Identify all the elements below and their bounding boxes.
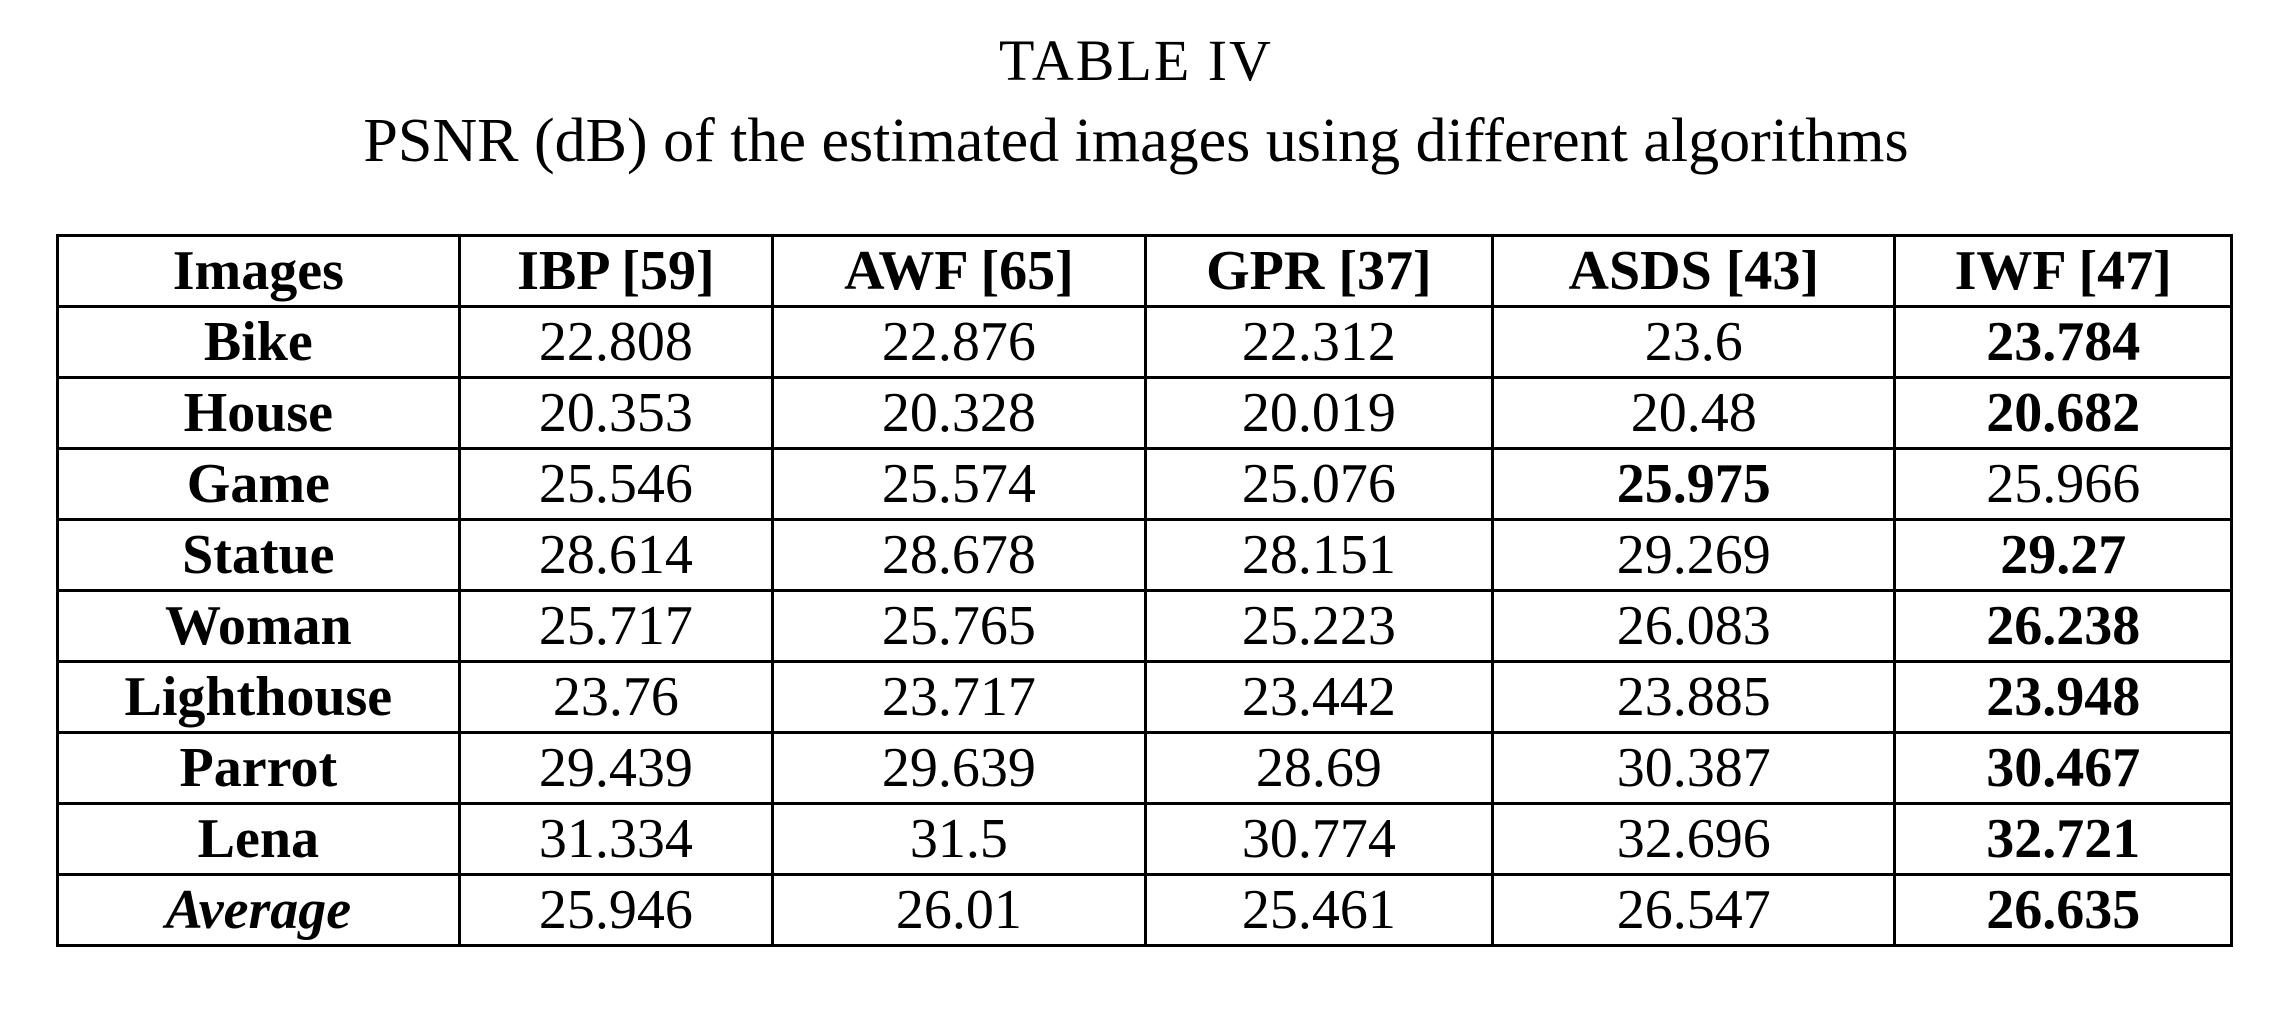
value-cell: 23.784 <box>1893 305 2233 379</box>
value-cell: 26.635 <box>1893 873 2233 947</box>
value-cell: 26.083 <box>1491 589 1897 663</box>
value-cell: 22.808 <box>457 305 775 379</box>
table-row: Woman 25.717 25.765 25.223 26.083 26.238 <box>56 589 2233 663</box>
value-cell: 28.614 <box>457 518 775 592</box>
value-cell: 20.019 <box>1143 376 1495 450</box>
value-cell: 32.696 <box>1491 802 1897 876</box>
value-cell: 25.223 <box>1143 589 1495 663</box>
value-cell: 23.717 <box>771 660 1147 734</box>
value-cell: 25.076 <box>1143 447 1495 521</box>
value-cell: 31.5 <box>771 802 1147 876</box>
value-cell: 26.01 <box>771 873 1147 947</box>
value-cell: 23.76 <box>457 660 775 734</box>
column-header: Images <box>56 234 461 308</box>
value-cell: 30.774 <box>1143 802 1495 876</box>
table-caption: PSNR (dB) of the estimated images using … <box>363 107 1909 175</box>
table-title: TABLE IV <box>999 28 1273 93</box>
table-row: Bike 22.808 22.876 22.312 23.6 23.784 <box>56 305 2233 379</box>
table-row: Game 25.546 25.574 25.076 25.975 25.966 <box>56 447 2233 521</box>
value-cell: 30.467 <box>1893 731 2233 805</box>
value-cell: 29.269 <box>1491 518 1897 592</box>
value-cell: 29.639 <box>771 731 1147 805</box>
value-cell: 25.574 <box>771 447 1147 521</box>
column-header: GPR [37] <box>1143 234 1495 308</box>
row-label: Bike <box>56 305 461 379</box>
value-cell: 28.69 <box>1143 731 1495 805</box>
value-cell: 26.547 <box>1491 873 1897 947</box>
value-cell: 32.721 <box>1893 802 2233 876</box>
value-cell: 25.975 <box>1491 447 1897 521</box>
row-label: Average <box>56 873 461 947</box>
value-cell: 28.678 <box>771 518 1147 592</box>
column-header: IWF [47] <box>1893 234 2233 308</box>
value-cell: 25.966 <box>1893 447 2233 521</box>
value-cell: 29.439 <box>457 731 775 805</box>
row-label: Woman <box>56 589 461 663</box>
value-cell: 30.387 <box>1491 731 1897 805</box>
table-row: Average 25.946 26.01 25.461 26.547 26.635 <box>56 873 2233 947</box>
row-label: Lena <box>56 802 461 876</box>
row-label: House <box>56 376 461 450</box>
table-row: Lena 31.334 31.5 30.774 32.696 32.721 <box>56 802 2233 876</box>
column-header: AWF [65] <box>771 234 1147 308</box>
results-table: Images IBP [59] AWF [65] GPR [37] ASDS [43] I… <box>56 234 2233 947</box>
value-cell: 23.442 <box>1143 660 1495 734</box>
value-cell: 20.328 <box>771 376 1147 450</box>
value-cell: 25.765 <box>771 589 1147 663</box>
row-label: Parrot <box>56 731 461 805</box>
table-row: Statue 28.614 28.678 28.151 29.269 29.27 <box>56 518 2233 592</box>
value-cell: 20.682 <box>1893 376 2233 450</box>
value-cell: 25.946 <box>457 873 775 947</box>
table-row: Lighthouse 23.76 23.717 23.442 23.885 23.948 <box>56 660 2233 734</box>
value-cell: 23.885 <box>1491 660 1897 734</box>
table-body: Bike 22.808 22.876 22.312 23.6 23.784 House 20.… <box>56 305 2233 947</box>
table-row: Parrot 29.439 29.639 28.69 30.387 30.467 <box>56 731 2233 805</box>
value-cell: 25.546 <box>457 447 775 521</box>
value-cell: 26.238 <box>1893 589 2233 663</box>
value-cell: 23.6 <box>1491 305 1897 379</box>
value-cell: 25.461 <box>1143 873 1495 947</box>
row-label: Statue <box>56 518 461 592</box>
value-cell: 31.334 <box>457 802 775 876</box>
value-cell: 20.48 <box>1491 376 1897 450</box>
value-cell: 28.151 <box>1143 518 1495 592</box>
value-cell: 23.948 <box>1893 660 2233 734</box>
table-row: House 20.353 20.328 20.019 20.48 20.682 <box>56 376 2233 450</box>
value-cell: 22.312 <box>1143 305 1495 379</box>
header-row: Images IBP [59] AWF [65] GPR [37] ASDS [43] I… <box>56 234 2233 308</box>
column-header: ASDS [43] <box>1491 234 1897 308</box>
row-label: Lighthouse <box>56 660 461 734</box>
value-cell: 29.27 <box>1893 518 2233 592</box>
column-header: IBP [59] <box>457 234 775 308</box>
value-cell: 22.876 <box>771 305 1147 379</box>
row-label: Game <box>56 447 461 521</box>
value-cell: 25.717 <box>457 589 775 663</box>
value-cell: 20.353 <box>457 376 775 450</box>
